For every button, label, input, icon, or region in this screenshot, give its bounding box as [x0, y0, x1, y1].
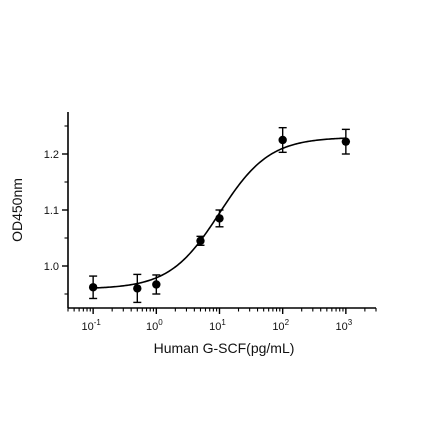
data-point — [215, 209, 224, 228]
y-tick-label: 1.0 — [44, 261, 59, 273]
x-tick-label: 102 — [272, 318, 289, 333]
x-axis-title: Human G-SCF(pg/mL) — [154, 340, 295, 356]
data-point-marker — [133, 284, 142, 293]
y-tick-label: 1.2 — [44, 149, 59, 161]
y-tick-label: 1.1 — [44, 205, 59, 217]
data-point — [278, 126, 287, 154]
x-tick-label: 103 — [336, 318, 353, 333]
data-point — [152, 274, 161, 295]
data-point-marker — [196, 236, 205, 245]
data-point — [133, 273, 142, 304]
data-points-layer — [88, 126, 351, 304]
x-tick-label: 10-1 — [81, 318, 101, 333]
data-point-marker — [215, 214, 224, 223]
data-point-marker — [88, 283, 98, 292]
y-axis-title: OD450nm — [9, 178, 25, 242]
data-point — [341, 128, 351, 155]
data-point — [196, 235, 205, 246]
data-point — [88, 275, 98, 300]
axes: 1.0 1.1 1.2 10-1 100 101 102 103 — [44, 112, 377, 333]
data-point-marker — [341, 137, 351, 146]
x-tick-label: 101 — [209, 318, 226, 333]
data-point-marker — [152, 280, 161, 289]
data-point-marker — [278, 135, 287, 145]
x-tick-label: 100 — [146, 318, 163, 333]
